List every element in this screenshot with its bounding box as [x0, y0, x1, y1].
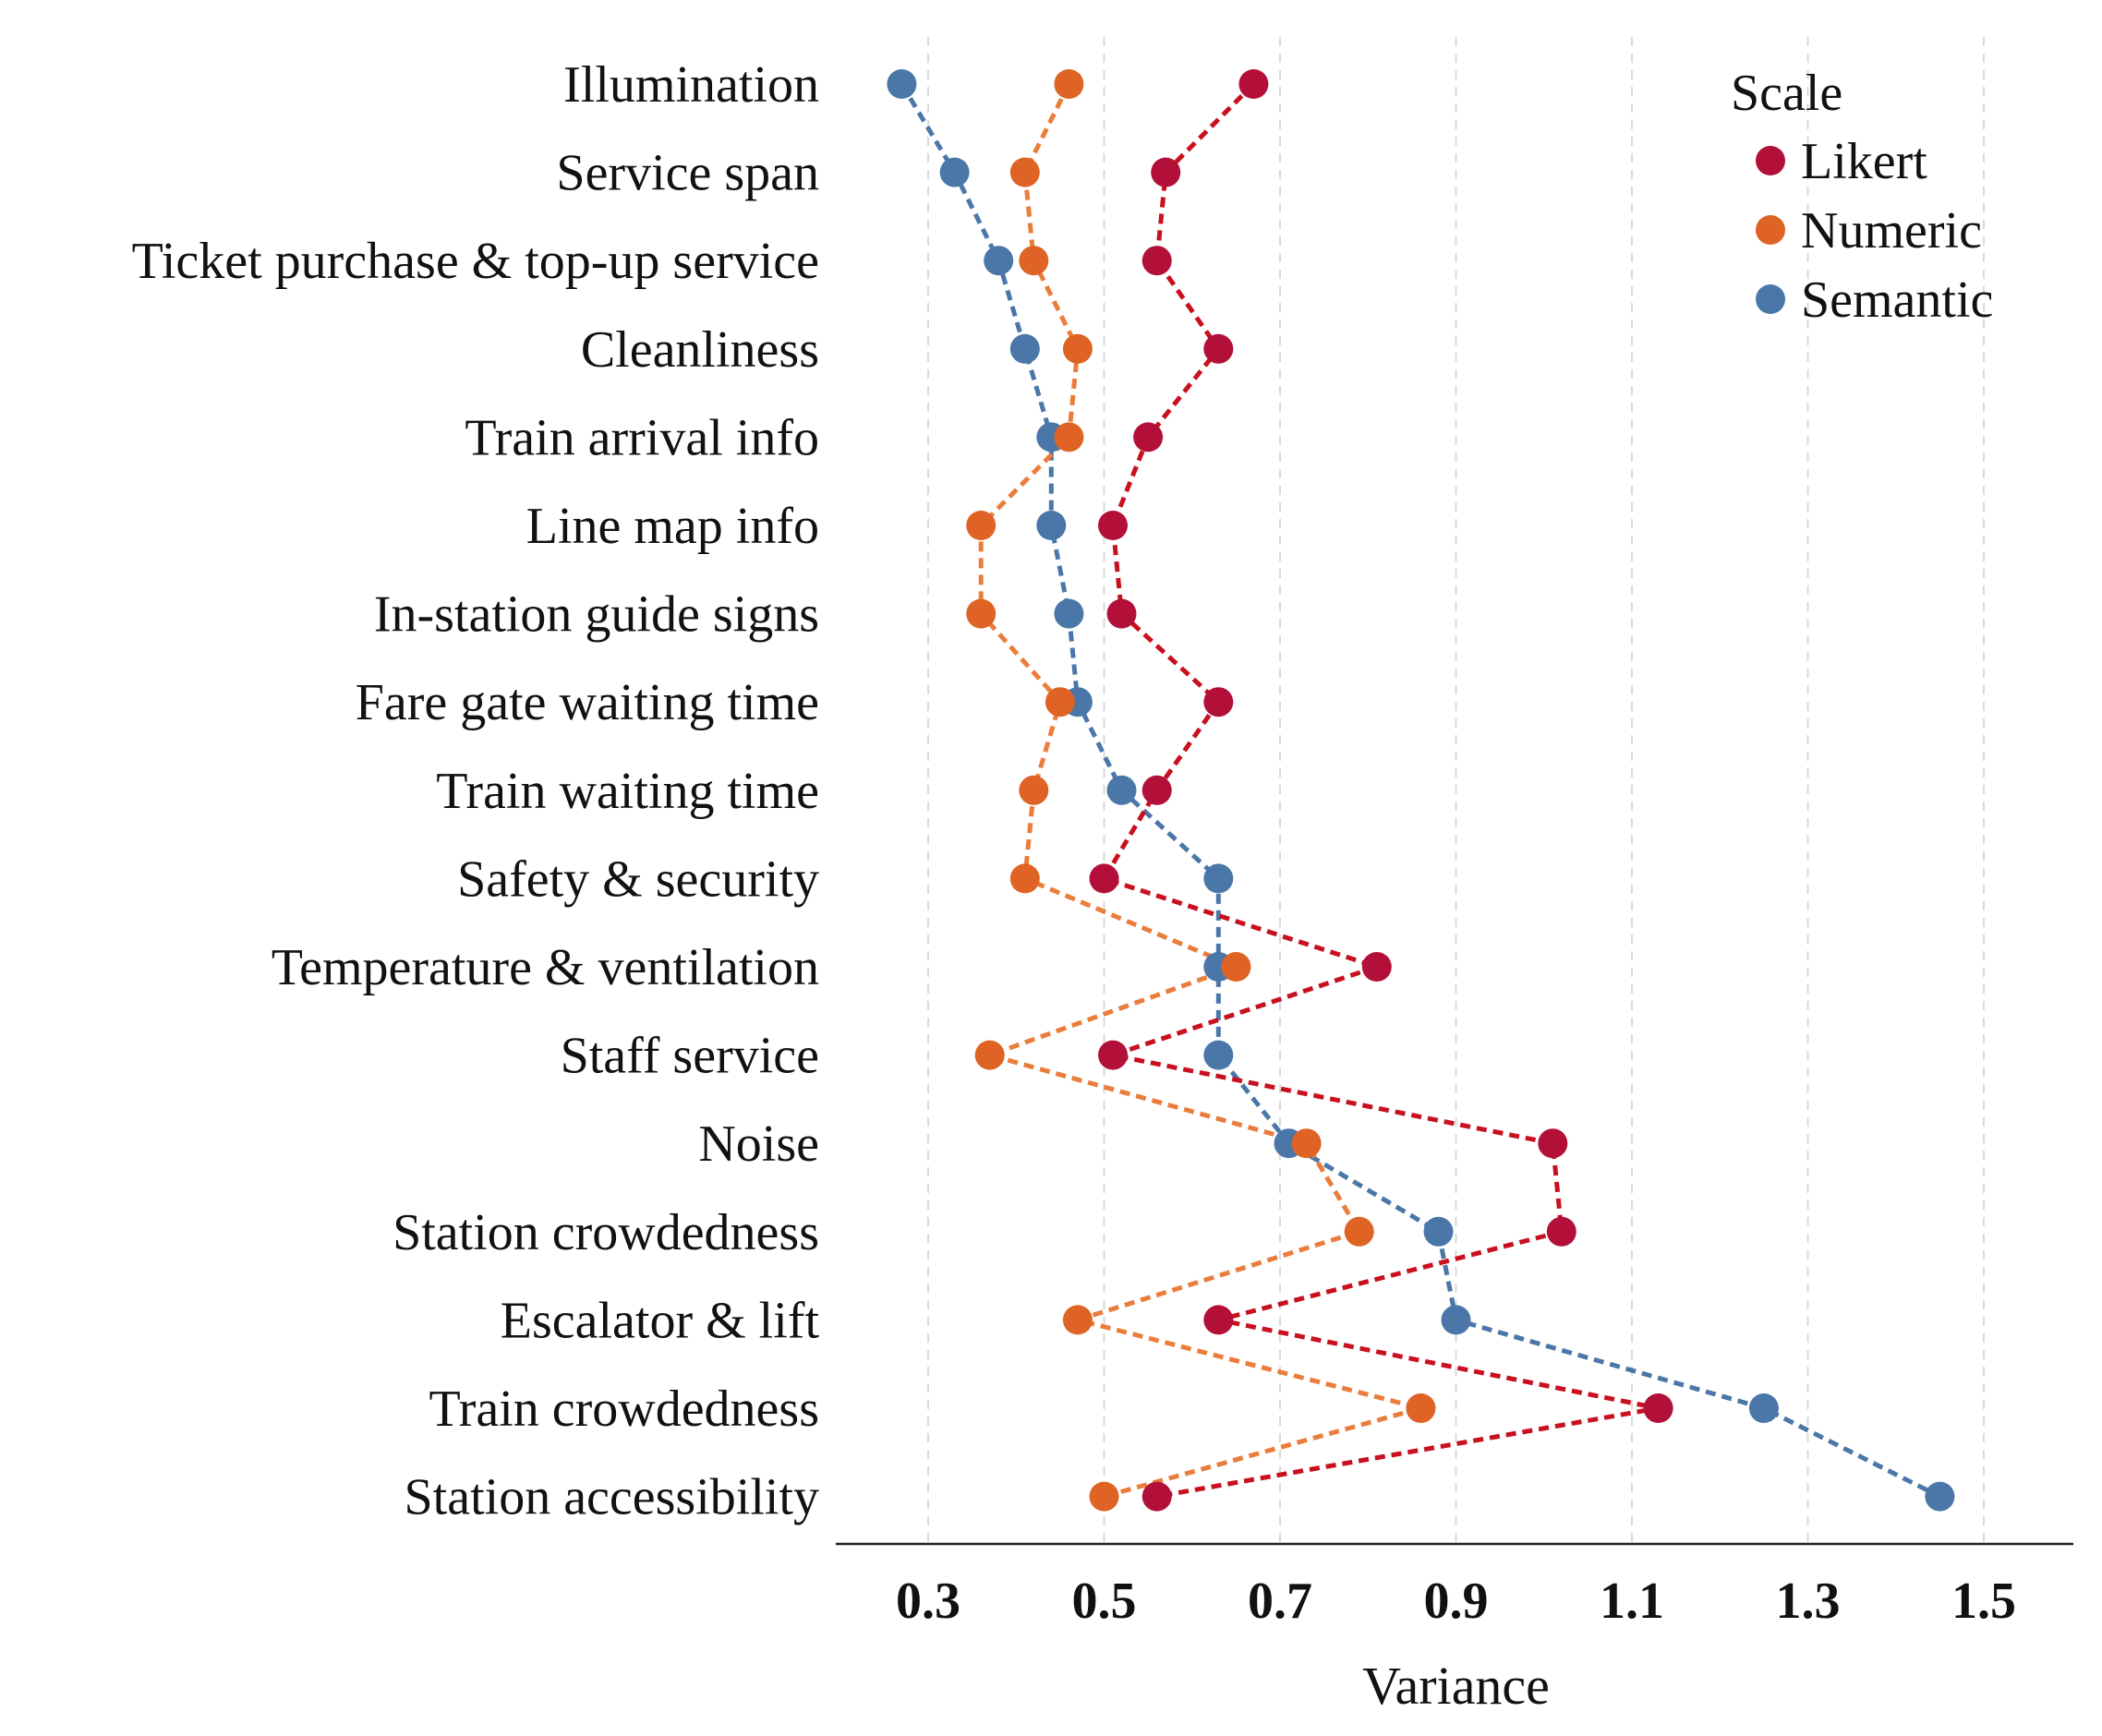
category-label: Line map info: [526, 498, 819, 555]
semantic-point: [939, 157, 970, 187]
likert-point: [1151, 157, 1181, 187]
likert-point: [1546, 1216, 1576, 1247]
semantic-point: [1441, 1305, 1471, 1335]
legend-marker-likert: [1756, 146, 1785, 175]
likert-point: [1142, 246, 1172, 276]
x-tick-label: 0.3: [896, 1573, 960, 1630]
likert-point: [1538, 1128, 1568, 1159]
likert-point: [1643, 1393, 1673, 1423]
category-label: Escalator & lift: [501, 1292, 820, 1349]
likert-point: [1361, 952, 1392, 982]
category-label: Temperature & ventilation: [272, 939, 819, 996]
semantic-point: [1106, 775, 1137, 805]
category-label: Safety & security: [457, 850, 819, 908]
category-label: Train arrival info: [465, 409, 819, 466]
numeric-point: [974, 1040, 1005, 1070]
legend: Scale Likert Numeric Semantic: [1731, 65, 1993, 329]
category-label: Cleanliness: [581, 321, 819, 379]
numeric-point: [1009, 157, 1040, 187]
category-label: Station accessibility: [405, 1469, 819, 1526]
likert-point: [1203, 333, 1234, 364]
legend-label-semantic: Semantic: [1801, 271, 1993, 329]
legend-marker-semantic: [1756, 284, 1785, 314]
category-label: Staff service: [561, 1028, 819, 1085]
x-tick-label: 0.5: [1072, 1573, 1137, 1630]
category-label: Service span: [556, 145, 819, 202]
category-label: Ticket purchase & top-up service: [132, 233, 819, 290]
likert-point: [1106, 598, 1137, 629]
semantic-point: [1748, 1393, 1779, 1423]
x-tick-label: 1.1: [1600, 1573, 1664, 1630]
semantic-point: [1203, 863, 1234, 894]
legend-label-likert: Likert: [1801, 133, 1927, 190]
numeric-point: [1019, 246, 1049, 276]
likert-point: [1142, 1481, 1172, 1512]
numeric-point: [1054, 422, 1084, 452]
category-label: Train waiting time: [436, 763, 819, 820]
likert-point: [1203, 1305, 1234, 1335]
numeric-point: [1221, 952, 1251, 982]
numeric-point: [1406, 1393, 1436, 1423]
numeric-point: [966, 511, 997, 540]
semantic-point: [1054, 598, 1084, 629]
x-axis-title: Variance: [1362, 1656, 1550, 1716]
category-label: Station crowdedness: [393, 1204, 819, 1261]
likert-point: [1203, 687, 1234, 717]
x-tick-label: 1.5: [1951, 1573, 2016, 1630]
legend-label-numeric: Numeric: [1801, 202, 1982, 259]
category-label: In-station guide signs: [374, 586, 819, 644]
numeric-point: [1089, 1481, 1119, 1512]
semantic-point: [1423, 1216, 1454, 1247]
likert-point: [1089, 863, 1119, 894]
x-tick-labels: 0.3 0.5 0.7 0.9 1.1 1.3 1.5: [896, 1573, 2016, 1630]
grid-lines: [927, 37, 1985, 1544]
likert-point: [1098, 1040, 1128, 1070]
numeric-point: [966, 598, 997, 629]
semantic-point: [1925, 1481, 1955, 1512]
semantic-point: [1036, 511, 1067, 540]
likert-point: [1142, 775, 1172, 805]
numeric-point: [1291, 1128, 1322, 1159]
likert-series-line: [1100, 82, 1660, 1500]
numeric-point: [1062, 1305, 1093, 1335]
legend-title: Scale: [1731, 65, 1842, 122]
semantic-point: [1203, 1040, 1234, 1070]
x-tick-label: 1.3: [1776, 1573, 1841, 1630]
numeric-point: [1054, 69, 1084, 99]
category-labels: Illumination Service span Ticket purchase …: [132, 56, 820, 1526]
semantic-point: [1009, 333, 1040, 364]
likert-point: [1238, 69, 1269, 99]
category-label: Illumination: [563, 56, 819, 114]
numeric-point: [1009, 863, 1040, 894]
category-label: Train crowdedness: [429, 1380, 819, 1438]
x-tick-label: 0.7: [1248, 1573, 1312, 1630]
legend-marker-numeric: [1756, 215, 1785, 245]
semantic-point: [887, 69, 917, 99]
category-label: Fare gate waiting time: [356, 674, 819, 731]
numeric-point: [1062, 333, 1093, 364]
likert-point: [1133, 422, 1164, 452]
series-points: [887, 69, 1955, 1512]
numeric-point: [1344, 1216, 1374, 1247]
category-label: Noise: [698, 1115, 819, 1173]
numeric-point: [1045, 687, 1075, 717]
likert-point: [1098, 511, 1128, 540]
numeric-point: [1019, 775, 1049, 805]
semantic-point: [984, 246, 1014, 276]
x-tick-label: 0.9: [1424, 1573, 1489, 1630]
